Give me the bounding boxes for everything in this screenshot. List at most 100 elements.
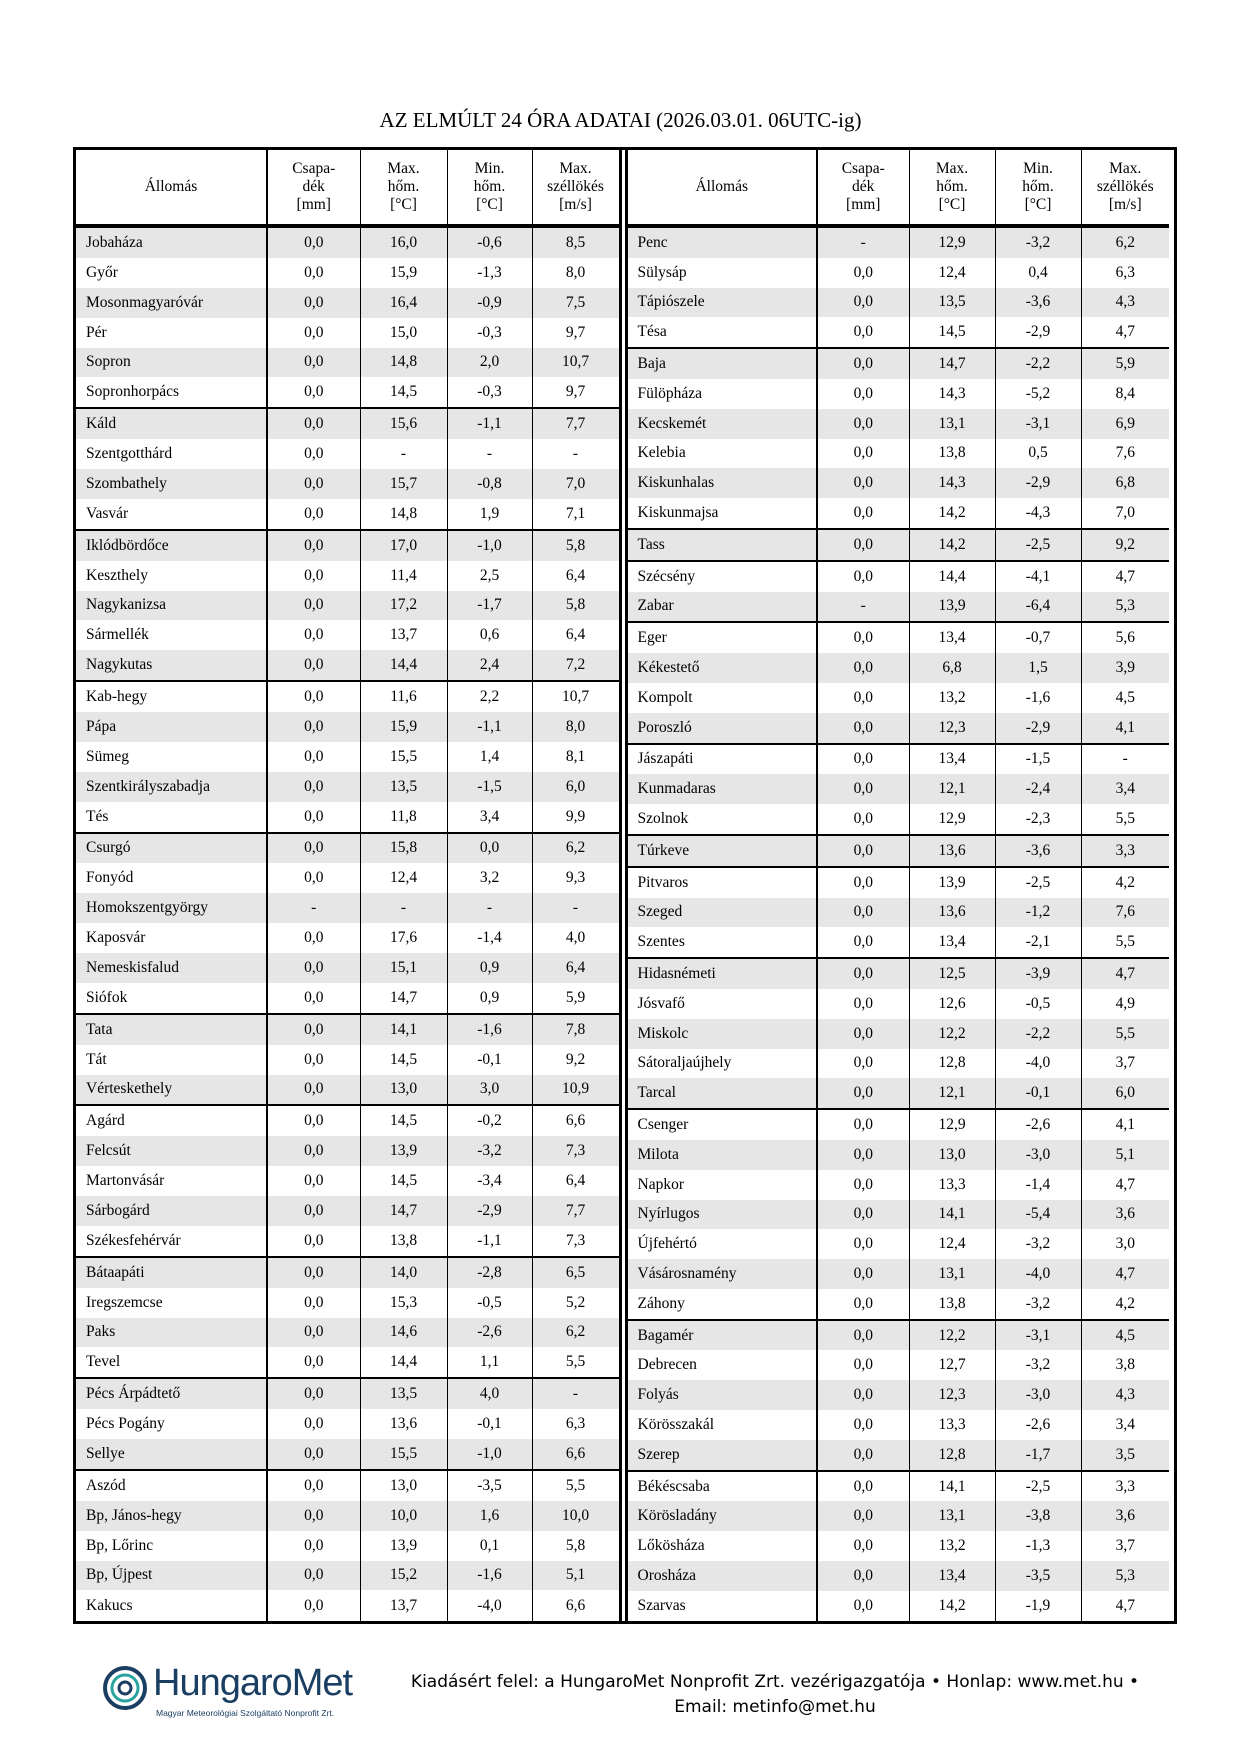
cell-precipitation: 0,0	[816, 560, 909, 592]
cell-precipitation: 0,0	[266, 832, 360, 864]
cell-max-gust: 6,4	[531, 560, 620, 591]
page-title: AZ ELMÚLT 24 ÓRA ADATAI (2026.03.01. 06U…	[379, 108, 862, 132]
table-row: Csenger 0,0 12,9 -2,6 4,1	[626, 1109, 1169, 1140]
cell-max-temp: 17,6	[359, 923, 447, 953]
cell-max-temp: 12,6	[908, 988, 995, 1019]
column-header-line: [°C]	[476, 196, 503, 213]
cell-min-temp: -0,9	[446, 287, 532, 318]
column-header-line: Min.	[474, 160, 505, 177]
cell-precipitation: 0,0	[266, 529, 360, 561]
cell-max-temp: 13,4	[908, 927, 995, 960]
cell-station: Milota	[626, 1139, 818, 1170]
cell-max-temp: 12,3	[908, 712, 995, 745]
cell-station: Sárbogárd	[76, 1196, 268, 1226]
cell-max-temp: 14,5	[359, 1105, 447, 1137]
cell-max-gust: 7,0	[1080, 498, 1169, 530]
cell-max-gust: 5,5	[1080, 1018, 1169, 1049]
cell-precipitation: 0,0	[816, 1561, 909, 1591]
cell-precipitation: 0,0	[266, 923, 360, 953]
cell-min-temp: -2,8	[446, 1256, 532, 1288]
cell-station: Kiskunhalas	[626, 468, 818, 499]
cell-max-temp: 14,7	[908, 348, 995, 379]
cell-precipitation: 0,0	[816, 1380, 909, 1411]
cell-precipitation: 0,0	[266, 712, 360, 742]
cell-min-temp: -0,3	[446, 317, 532, 348]
cell-max-gust: 6,6	[531, 1105, 620, 1137]
cell-min-temp: -1,6	[446, 1013, 532, 1045]
table-row: Tass 0,0 14,2 -2,5 9,2	[626, 528, 1169, 562]
cell-max-temp: 13,9	[908, 866, 995, 898]
cell-min-temp: -0,2	[446, 1105, 532, 1137]
cell-precipitation: 0,0	[816, 622, 909, 654]
cell-max-gust: 5,8	[531, 529, 620, 561]
column-header-line: Max.	[559, 160, 592, 177]
table-row: Milota 0,0 13,0 -3,0 5,1	[626, 1139, 1169, 1170]
table-row: Pápa 0,0 15,9 -1,1 8,0	[76, 712, 620, 742]
cell-max-temp: 14,1	[908, 1199, 995, 1230]
cell-precipitation: 0,0	[266, 1500, 360, 1531]
table-row: Tát 0,0 14,5 -0,1 9,2	[76, 1044, 620, 1075]
cell-precipitation: -	[816, 226, 909, 258]
cell-min-temp: -1,9	[994, 1590, 1081, 1621]
cell-precipitation: 0,0	[266, 1378, 360, 1410]
table-row: Felcsút 0,0 13,9 -3,2 7,3	[76, 1136, 620, 1167]
column-header-max-temp: Max. hőm. [°C]	[908, 150, 995, 228]
column-header-min-temp: Min. hőm. [°C]	[994, 150, 1081, 228]
cell-max-gust: 3,6	[1080, 1501, 1169, 1532]
cell-max-temp: 13,0	[908, 1139, 995, 1170]
cell-precipitation: 0,0	[816, 1439, 909, 1472]
cell-precipitation: 0,0	[266, 650, 360, 683]
cell-precipitation: 0,0	[816, 1199, 909, 1230]
table-row: Kiskunhalas 0,0 14,3 -2,9 6,8	[626, 468, 1169, 499]
cell-station: Nagykutas	[76, 650, 268, 683]
cell-max-temp: 13,6	[359, 1409, 447, 1439]
cell-min-temp: -1,3	[994, 1531, 1081, 1562]
cell-station: Sülysáp	[626, 257, 818, 288]
column-header-line: [°C]	[938, 196, 966, 213]
cell-station: Káld	[76, 408, 268, 440]
cell-precipitation: 0,0	[816, 927, 909, 960]
cell-max-gust: 10,7	[531, 681, 620, 712]
table-row: Szentkirályszabadja 0,0 13,5 -1,5 6,0	[76, 771, 620, 802]
cell-precipitation: 0,0	[816, 1288, 909, 1321]
cell-max-gust: 6,2	[531, 832, 620, 864]
cell-precipitation: 0,0	[816, 1018, 909, 1049]
table-row: Túrkeve 0,0 13,6 -3,6 3,3	[626, 834, 1169, 868]
cell-max-temp: 14,5	[359, 1166, 447, 1196]
cell-max-gust: 9,2	[531, 1044, 620, 1075]
cell-station: Zabar	[626, 591, 818, 624]
cell-max-temp: -	[359, 439, 447, 469]
cell-min-temp: -0,5	[994, 988, 1081, 1019]
cell-min-temp: -3,4	[446, 1166, 532, 1196]
cell-station: Miskolc	[626, 1018, 818, 1049]
table-row: Nemeskisfalud 0,0 15,1 0,9 6,4	[76, 953, 620, 983]
footer-text: Kiadásért felel: a HungaroMet Nonprofit …	[380, 1670, 1170, 1720]
cell-max-gust: 4,7	[1080, 317, 1169, 350]
cell-max-temp: 13,4	[908, 743, 995, 775]
cell-min-temp: -1,3	[446, 257, 532, 288]
cell-precipitation: 0,0	[266, 287, 360, 318]
cell-max-gust: 5,9	[531, 982, 620, 1015]
cell-max-gust: 7,7	[531, 1196, 620, 1226]
cell-max-gust: 4,0	[531, 923, 620, 953]
cell-max-temp: 14,4	[359, 650, 447, 683]
cell-max-gust: 3,6	[1080, 1199, 1169, 1230]
table-row: Kakucs 0,0 13,7 -4,0 6,6	[76, 1590, 620, 1621]
cell-min-temp: -2,1	[994, 927, 1081, 960]
table-row: Nyírlugos 0,0 14,1 -5,4 3,6	[626, 1199, 1169, 1230]
cell-precipitation: 0,0	[266, 226, 360, 258]
cell-precipitation: 0,0	[816, 897, 909, 928]
weather-data-table: Állomás Csapa-dék [mm] Max. hőm. [°C] Min. hőm.…	[73, 147, 1177, 1624]
cell-max-gust: 3,8	[1080, 1350, 1169, 1381]
table-row: Tés 0,0 11,8 3,4 9,9	[76, 801, 620, 834]
cell-max-temp: 11,8	[359, 801, 447, 834]
cell-min-temp: 0,1	[446, 1530, 532, 1561]
table-row: Kab-hegy 0,0 11,6 2,2 10,7	[76, 681, 620, 712]
cell-station: Folyás	[626, 1380, 818, 1411]
cell-precipitation: 0,0	[816, 1259, 909, 1289]
cell-min-temp: -1,5	[446, 771, 532, 802]
cell-min-temp: -2,6	[994, 1109, 1081, 1140]
cell-max-gust: 6,3	[1080, 257, 1169, 288]
cell-precipitation: 0,0	[816, 1470, 909, 1502]
table-row: Keszthely 0,0 11,4 2,5 6,4	[76, 560, 620, 591]
